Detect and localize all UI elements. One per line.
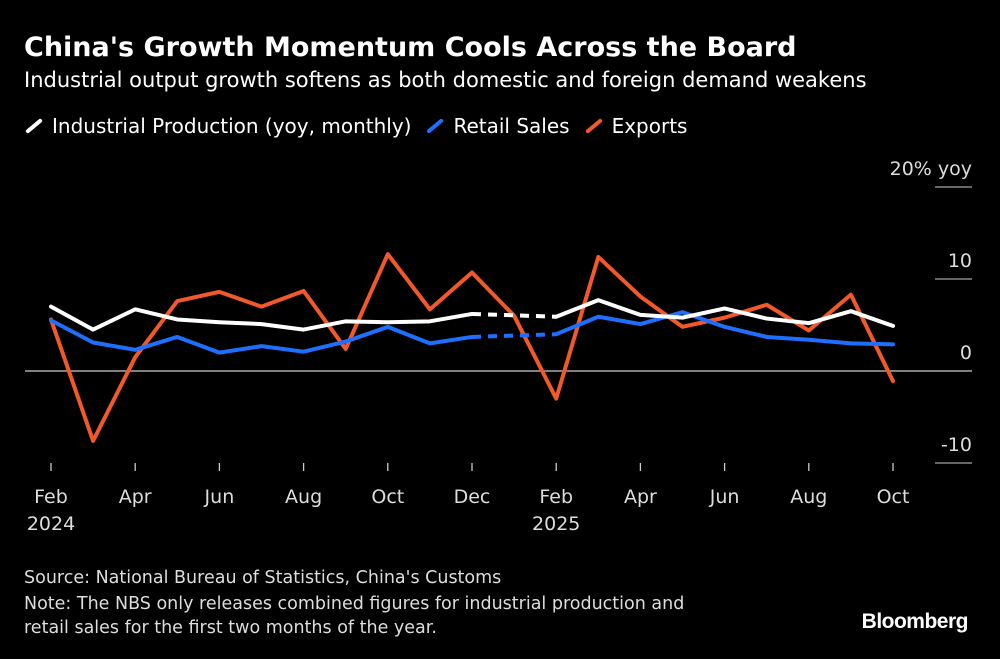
series-exports (49, 252, 895, 443)
x-tick-label: Oct (877, 486, 910, 508)
x-tick-label: Oct (371, 486, 404, 508)
y-tick-label: 0 (960, 342, 972, 364)
y-tick-label: 20% yoy (890, 158, 972, 180)
series-gap-dashed (471, 332, 557, 339)
legend-label: Exports (611, 114, 688, 138)
x-tick-label: Feb (539, 486, 573, 508)
footnote-line-1: Note: The NBS only releases combined fig… (24, 594, 685, 614)
source-note: Source: National Bureau of Statistics, C… (24, 568, 502, 588)
chart-title: China's Growth Momentum Cools Across the… (24, 32, 797, 63)
series-line (49, 252, 895, 443)
footnote-line-2: retail sales for the first two months of… (24, 618, 437, 638)
legend-item-industrial: Industrial Production (yoy, monthly) (24, 114, 411, 138)
x-tick-label: Jun (709, 486, 740, 508)
x-tick-label: Aug (285, 486, 322, 508)
x-tick-label: Apr (119, 486, 152, 508)
y-tick-label: 10 (948, 250, 972, 272)
x-tick-label: Jun (204, 486, 235, 508)
x-year-label: 2024 (27, 513, 75, 535)
series-line (49, 304, 474, 332)
x-tick-label: Dec (454, 486, 491, 508)
x-year-label: 2025 (532, 513, 580, 535)
series-gap-dashed (471, 311, 557, 319)
x-tick-label: Feb (34, 486, 68, 508)
series-retail (49, 310, 895, 355)
legend: Industrial Production (yoy, monthly) Ret… (24, 114, 687, 138)
x-tick-label: Apr (624, 486, 657, 508)
series-industrial (49, 298, 895, 332)
legend-item-retail: Retail Sales (425, 114, 570, 138)
y-tick-label: -10 (941, 434, 972, 456)
legend-label: Industrial Production (yoy, monthly) (52, 114, 412, 138)
legend-item-exports: Exports (584, 114, 688, 138)
x-tick-label: Aug (790, 486, 827, 508)
legend-label: Retail Sales (453, 114, 570, 138)
bloomberg-logo: Bloomberg (861, 610, 969, 633)
chart-subtitle: Industrial output growth softens as both… (24, 68, 867, 92)
